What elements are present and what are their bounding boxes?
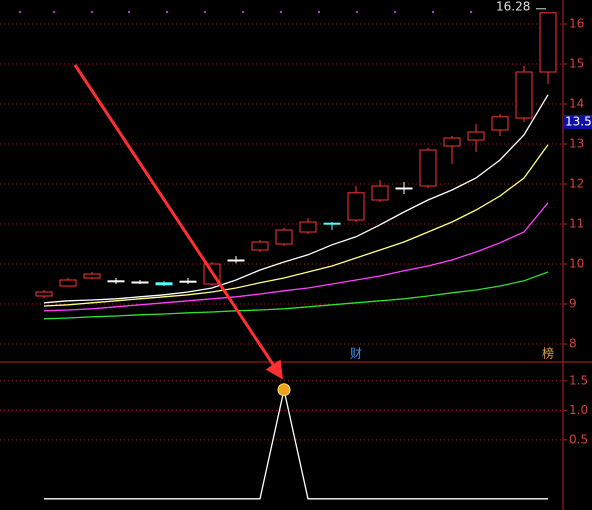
y-tick-label: 10 bbox=[569, 257, 584, 271]
arrow bbox=[73, 64, 283, 380]
y-tick-label: 15 bbox=[569, 57, 584, 71]
candle-body bbox=[371, 185, 389, 201]
candle-body bbox=[323, 222, 341, 225]
candle-body bbox=[467, 131, 485, 141]
candle-body bbox=[155, 282, 173, 286]
candle-body bbox=[107, 280, 125, 283]
candle-body bbox=[179, 280, 197, 283]
y-tick-label: 0.5 bbox=[569, 432, 588, 446]
top-dots bbox=[18, 10, 473, 14]
event-label: 财 bbox=[350, 347, 362, 361]
y-tick-label: 1.5 bbox=[569, 373, 588, 387]
line bbox=[43, 144, 549, 307]
candle-body bbox=[299, 221, 317, 233]
candle-body bbox=[347, 192, 365, 221]
candle-body bbox=[443, 137, 461, 147]
high-annotation: 16.28 bbox=[496, 0, 530, 13]
line bbox=[43, 202, 549, 312]
candle-body bbox=[275, 229, 293, 245]
event-label: 榜 bbox=[542, 346, 554, 361]
line bbox=[43, 271, 549, 320]
candle-body bbox=[539, 12, 557, 73]
line bbox=[43, 94, 549, 304]
last-price-box bbox=[564, 115, 592, 129]
candle-body bbox=[251, 241, 269, 251]
candle-body bbox=[131, 281, 149, 284]
y-tick-label: 9 bbox=[569, 297, 577, 311]
last-price-label: 13.55 bbox=[565, 115, 592, 129]
line bbox=[44, 389, 548, 500]
candle-body bbox=[515, 71, 533, 119]
y-tick-label: 1.0 bbox=[569, 403, 588, 417]
candle-body bbox=[59, 279, 77, 287]
signal-marker bbox=[277, 383, 291, 397]
y-tick-label: 8 bbox=[569, 337, 577, 351]
candle-body bbox=[491, 116, 509, 131]
candle-body bbox=[419, 149, 437, 187]
candle-body bbox=[35, 291, 53, 297]
candle-body bbox=[227, 259, 245, 262]
y-tick-label: 13 bbox=[569, 137, 584, 151]
y-tick-label: 16 bbox=[569, 17, 584, 31]
y-tick-label: 12 bbox=[569, 177, 584, 191]
candle-body bbox=[83, 273, 101, 279]
candle-body bbox=[395, 187, 413, 190]
y-tick-label: 14 bbox=[569, 97, 584, 111]
y-tick-label: 11 bbox=[569, 217, 584, 231]
